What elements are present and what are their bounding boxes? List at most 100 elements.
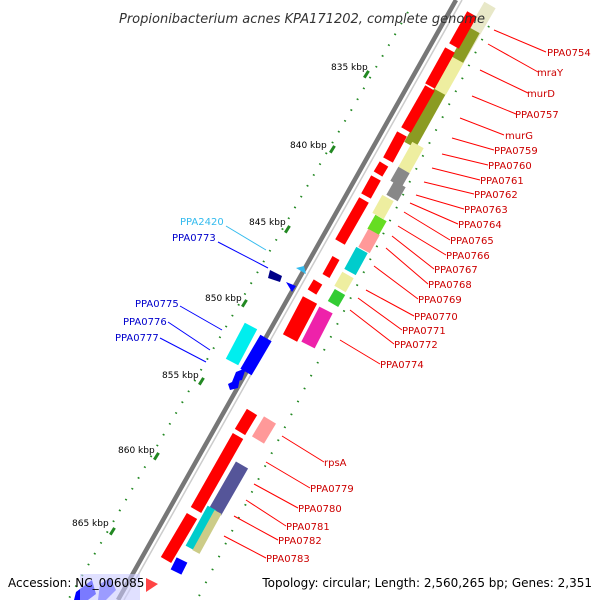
accession-text: Accession: NC_006085: [8, 576, 144, 590]
conn-PPA0777: [159, 337, 207, 363]
cog-slate-1: [208, 461, 249, 516]
tick-865: [109, 527, 116, 536]
kbp-label-865: 865 kbp: [72, 519, 109, 529]
gene-fwd-8: [322, 256, 340, 278]
conn-mraY: [487, 43, 539, 73]
label-PPA0779: PPA0779: [310, 484, 354, 495]
conn-PPA0757: [471, 95, 517, 115]
cog-blue-1: [170, 557, 188, 575]
backbone-outer: [116, 0, 458, 600]
cog-khaki-4: [334, 271, 354, 293]
label-rpsA: rpsA: [324, 458, 347, 469]
label-PPA0777: PPA0777: [115, 333, 159, 344]
kbp-label-845: 845 kbp: [249, 218, 286, 228]
forward-genes: [146, 11, 477, 592]
gene-fwd-13: [160, 512, 198, 564]
gene-fwd-3: [401, 85, 435, 133]
cog-khaki-1: [434, 56, 464, 96]
gene-fwd-6: [361, 175, 381, 199]
conn-PPA0770: [365, 289, 415, 317]
scale-dots: [67, 11, 409, 600]
cog-cyan-2: [185, 505, 217, 551]
tick-855: [198, 377, 205, 386]
tick-840: [329, 145, 336, 154]
label-PPA0781: PPA0781: [286, 522, 330, 533]
cog-track: [170, 1, 496, 575]
backbone-inner: [123, 0, 463, 600]
reverse-genes: [74, 266, 306, 600]
label-PPA0775: PPA0775: [135, 299, 179, 310]
label-PPA0774: PPA0774: [380, 360, 424, 371]
conn-PPA0764: [409, 202, 459, 225]
conn-PPA0760: [441, 153, 489, 166]
kbp-label-855: 855 kbp: [162, 371, 199, 381]
gene-fwd-10: [282, 296, 318, 342]
conn-PPA0782: [233, 515, 279, 541]
gene-rev-PPA0775: [225, 322, 258, 366]
conn-PPA0767: [391, 235, 435, 270]
label-PPA0782: PPA0782: [278, 536, 322, 547]
right-gene-labels: PPA0754 mraY murD PPA0757 murG PPA0759 P…: [266, 48, 591, 565]
label-PPA0754: PPA0754: [547, 48, 591, 59]
kbp-label-840: 840 kbp: [290, 141, 327, 151]
conn-PPA0769: [373, 265, 419, 300]
cog-pink-1: [358, 228, 380, 254]
conn-PPA0774: [339, 339, 381, 365]
label-PPA0773: PPA0773: [172, 233, 216, 244]
label-PPA0766: PPA0766: [446, 251, 490, 262]
kbp-label-850: 850 kbp: [205, 294, 242, 304]
gene-fwd-5: [373, 161, 389, 177]
conn-PPA0783: [223, 535, 267, 559]
topology-text: Topology: circular; Length: 2,560,265 bp…: [261, 576, 592, 590]
cog-khaki-5: [192, 510, 222, 554]
conn-PPA0759: [451, 137, 495, 151]
cog-green-2: [327, 288, 346, 308]
gene-rev-PPA0773: [268, 270, 282, 282]
gene-fwd-7: [335, 197, 369, 245]
label-murD: murD: [527, 89, 555, 100]
conn-PPA0772: [349, 309, 395, 345]
cog-cyan-1: [344, 246, 368, 276]
conn-PPA0768: [385, 247, 429, 285]
connectors: [159, 29, 547, 559]
gene-fwd-14: [146, 578, 158, 592]
kbp-label-835: 835 kbp: [331, 63, 368, 73]
scale-track: [67, 11, 490, 600]
cog-grey-1: [390, 166, 410, 188]
backbone: [116, 0, 463, 600]
label-PPA0769: PPA0769: [418, 295, 462, 306]
label-PPA2420: PPA2420: [180, 217, 224, 228]
conn-PPA0761: [431, 167, 481, 181]
conn-PPA0775: [179, 305, 223, 331]
gene-rev-PPA0777: [232, 368, 246, 382]
gene-rev-extra: [228, 378, 240, 390]
conn-PPA0762: [423, 181, 475, 195]
conn-PPA2420: [225, 225, 267, 251]
conn-PPA0776: [167, 321, 211, 351]
gene-fwd-12: [190, 433, 244, 513]
tick-850: [241, 299, 248, 308]
left-gene-labels: PPA2420 PPA0773 PPA0775 PPA0776 PPA0777: [115, 217, 224, 344]
conn-rpsA: [281, 435, 325, 463]
label-PPA0757: PPA0757: [515, 110, 559, 121]
cog-pink-2: [251, 416, 277, 444]
kbp-labels: 835 kbp 840 kbp 845 kbp 850 kbp 855 kbp …: [72, 63, 368, 529]
conn-PPA0765: [403, 211, 451, 241]
gene-fwd-11: [234, 408, 258, 436]
gene-fwd-2: [425, 47, 455, 89]
cog-green-1: [367, 214, 387, 236]
label-PPA0760: PPA0760: [488, 161, 532, 172]
label-mraY: mraY: [537, 68, 564, 79]
cog-magenta-1: [301, 306, 333, 349]
conn-PPA0779: [265, 461, 311, 489]
gene-rev-small: [286, 282, 296, 292]
conn-PPA0771: [357, 297, 403, 331]
tick-835: [363, 70, 370, 79]
label-PPA0762: PPA0762: [474, 190, 518, 201]
conn-PPA0781: [245, 499, 287, 527]
label-PPA0772: PPA0772: [394, 340, 438, 351]
conn-PPA0754: [493, 29, 547, 53]
gene-fwd-4: [383, 131, 407, 163]
